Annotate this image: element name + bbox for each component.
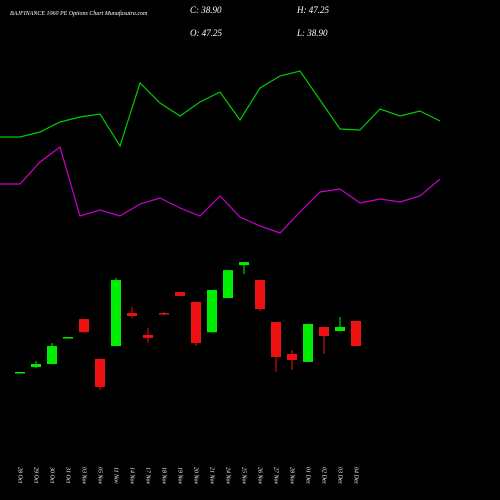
candle-body xyxy=(159,313,169,315)
candle-body xyxy=(271,322,281,357)
candle-body xyxy=(303,323,313,362)
x-tick-label: 11 Nov xyxy=(113,467,119,484)
candle-body xyxy=(15,371,25,374)
candle-body xyxy=(335,326,345,332)
candle-body xyxy=(95,358,105,387)
candle-body xyxy=(191,301,201,344)
x-tick-label: 24 Nov xyxy=(225,467,232,485)
candle-body xyxy=(207,289,217,333)
candle-body xyxy=(255,280,265,310)
x-tick-label: 03 Dec xyxy=(337,467,343,484)
x-tick-label: 02 Dec xyxy=(321,467,327,484)
x-tick-label: 03 Nov xyxy=(81,467,87,485)
x-tick-label: 25 Nov xyxy=(241,467,247,485)
x-tick-label: 29 Oct xyxy=(33,467,39,483)
x-tick-label: 31 Oct xyxy=(65,466,71,483)
low-label: L: 38.90 xyxy=(296,28,328,38)
x-tick-label: 19 Nov xyxy=(177,467,183,485)
x-tick-label: 18 Nov xyxy=(161,467,167,485)
x-tick-label: 26 Nov xyxy=(257,467,263,485)
candle-body xyxy=(127,313,137,317)
indicator-line xyxy=(0,145,441,234)
candle-body xyxy=(239,262,249,266)
candle-body xyxy=(319,326,329,336)
candle-body xyxy=(31,364,41,368)
x-tick-label: 05 Nov xyxy=(97,467,103,485)
candle-body xyxy=(47,346,57,365)
candle-body xyxy=(175,292,185,296)
high-label: H: 47.25 xyxy=(296,5,329,15)
chart-title: BAJFINANCE 1060 PE Options Chart Munafas… xyxy=(10,10,148,17)
x-tick-label: 30 Oct xyxy=(49,466,55,483)
x-tick-label: 01 Dec xyxy=(305,467,311,484)
x-tick-label: 14 Nov xyxy=(129,467,136,485)
x-tick-label: 20 Nov xyxy=(193,467,199,485)
x-tick-label: 28 Nov xyxy=(289,467,295,485)
candle-body xyxy=(111,280,121,347)
x-tick-label: 28 Oct xyxy=(17,467,23,483)
candle-body xyxy=(63,337,73,339)
candle-body xyxy=(351,320,361,347)
open-label: O: 47.25 xyxy=(190,28,222,38)
candle-body xyxy=(287,353,297,360)
indicator-line xyxy=(0,70,441,148)
x-tick-label: 21 Nov xyxy=(209,467,215,485)
candle-body xyxy=(143,334,153,338)
x-tick-label: 27 Nov xyxy=(273,467,279,485)
x-tick-label: 17 Nov xyxy=(145,467,151,485)
x-tick-label: 04 Dec xyxy=(353,467,360,484)
candle-body xyxy=(223,270,233,299)
candle-body xyxy=(79,319,89,333)
close-label: C: 38.90 xyxy=(190,5,222,15)
